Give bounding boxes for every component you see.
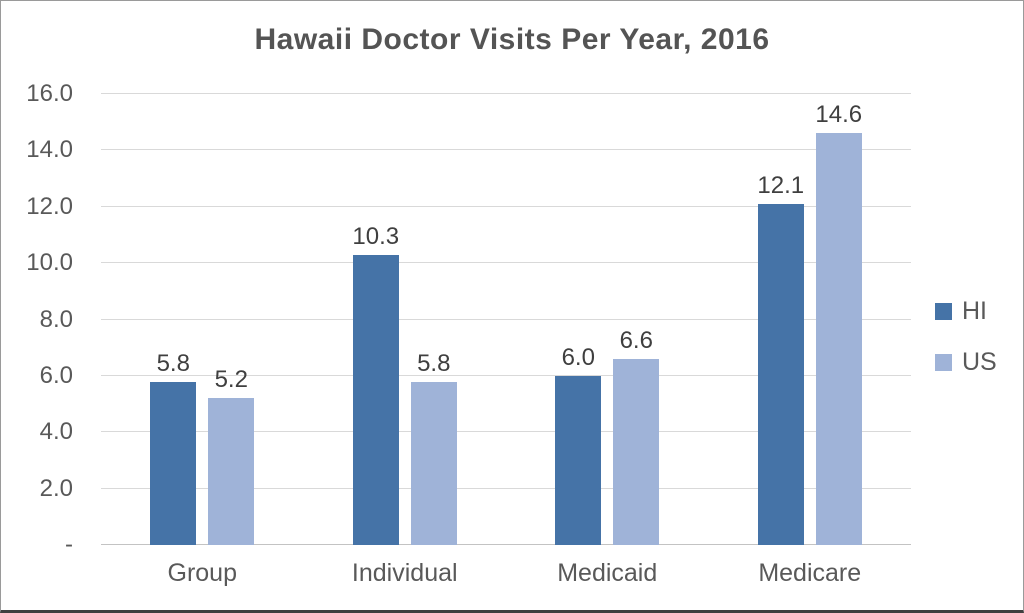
y-tick-label: 10.0 <box>26 249 73 277</box>
gridline <box>101 205 911 207</box>
y-tick-label: 6.0 <box>39 361 73 389</box>
bar-value-label: 12.1 <box>757 171 805 199</box>
bar-hi-group: 5.8 <box>150 350 197 545</box>
plot-area: 5.8 5.2 10.3 5.8 6.0 6.6 12.1 14.6 <box>101 93 912 545</box>
legend-swatch-hi <box>935 303 952 320</box>
x-axis-category-labels: Group Individual Medicaid Medicare <box>101 559 911 588</box>
bar-us-individual: 5.8 <box>410 350 457 545</box>
gridline <box>101 374 911 376</box>
x-category-label-medicare: Medicare <box>758 559 862 587</box>
bar-group-medicare: 12.1 14.6 <box>709 94 912 545</box>
gridline <box>101 149 911 151</box>
bar-value-label: 5.8 <box>156 349 190 377</box>
legend-entry-us: US <box>935 350 997 375</box>
x-category-label-group: Group <box>167 559 237 587</box>
legend-label-us: US <box>962 348 997 376</box>
bar-hi-medicaid: 6.0 <box>555 344 602 545</box>
bar-us-medicaid: 6.6 <box>613 327 660 545</box>
bar-group-medicaid: 6.0 6.6 <box>506 94 709 545</box>
y-tick-label: 4.0 <box>39 418 73 446</box>
bar-value-label: 10.3 <box>352 222 400 250</box>
bar-value-label: 5.8 <box>417 349 451 377</box>
bar-group-group: 5.8 5.2 <box>101 94 304 545</box>
y-tick-label: 8.0 <box>39 305 73 333</box>
gridline <box>101 431 911 433</box>
y-tick-label: 2.0 <box>39 474 73 502</box>
y-tick-label: 16.0 <box>26 80 73 107</box>
bar-us-medicare: 14.6 <box>815 101 862 545</box>
legend-swatch-us <box>935 354 952 371</box>
gridline <box>101 262 911 264</box>
chart-title: Hawaii Doctor Visits Per Year, 2016 <box>254 23 770 56</box>
bar-group-individual: 10.3 5.8 <box>304 94 507 545</box>
y-tick-label: - <box>65 531 73 558</box>
bar-hi-medicare: 12.1 <box>757 172 804 545</box>
legend-entry-hi: HI <box>935 299 997 324</box>
bar-hi-individual: 10.3 <box>352 223 399 545</box>
bar-value-label: 5.2 <box>214 366 248 394</box>
x-axis-line <box>101 544 911 545</box>
y-axis-tick-labels: - 2.0 4.0 6.0 8.0 10.0 12.0 14.0 16.0 <box>1 80 73 558</box>
legend: HI US <box>935 299 997 375</box>
bar-value-label: 6.0 <box>561 343 595 371</box>
legend-label-hi: HI <box>962 297 987 325</box>
x-category-label-medicaid: Medicaid <box>557 559 658 587</box>
y-tick-label: 12.0 <box>26 192 73 220</box>
x-category-label-individual: Individual <box>351 559 458 587</box>
gridline <box>101 487 911 489</box>
bar-us-group: 5.2 <box>208 366 255 545</box>
y-tick-label: 14.0 <box>26 136 73 164</box>
bar-value-label: 6.6 <box>619 326 653 354</box>
gridline <box>101 318 911 320</box>
gridline <box>101 93 911 94</box>
bar-value-label: 14.6 <box>815 101 863 129</box>
